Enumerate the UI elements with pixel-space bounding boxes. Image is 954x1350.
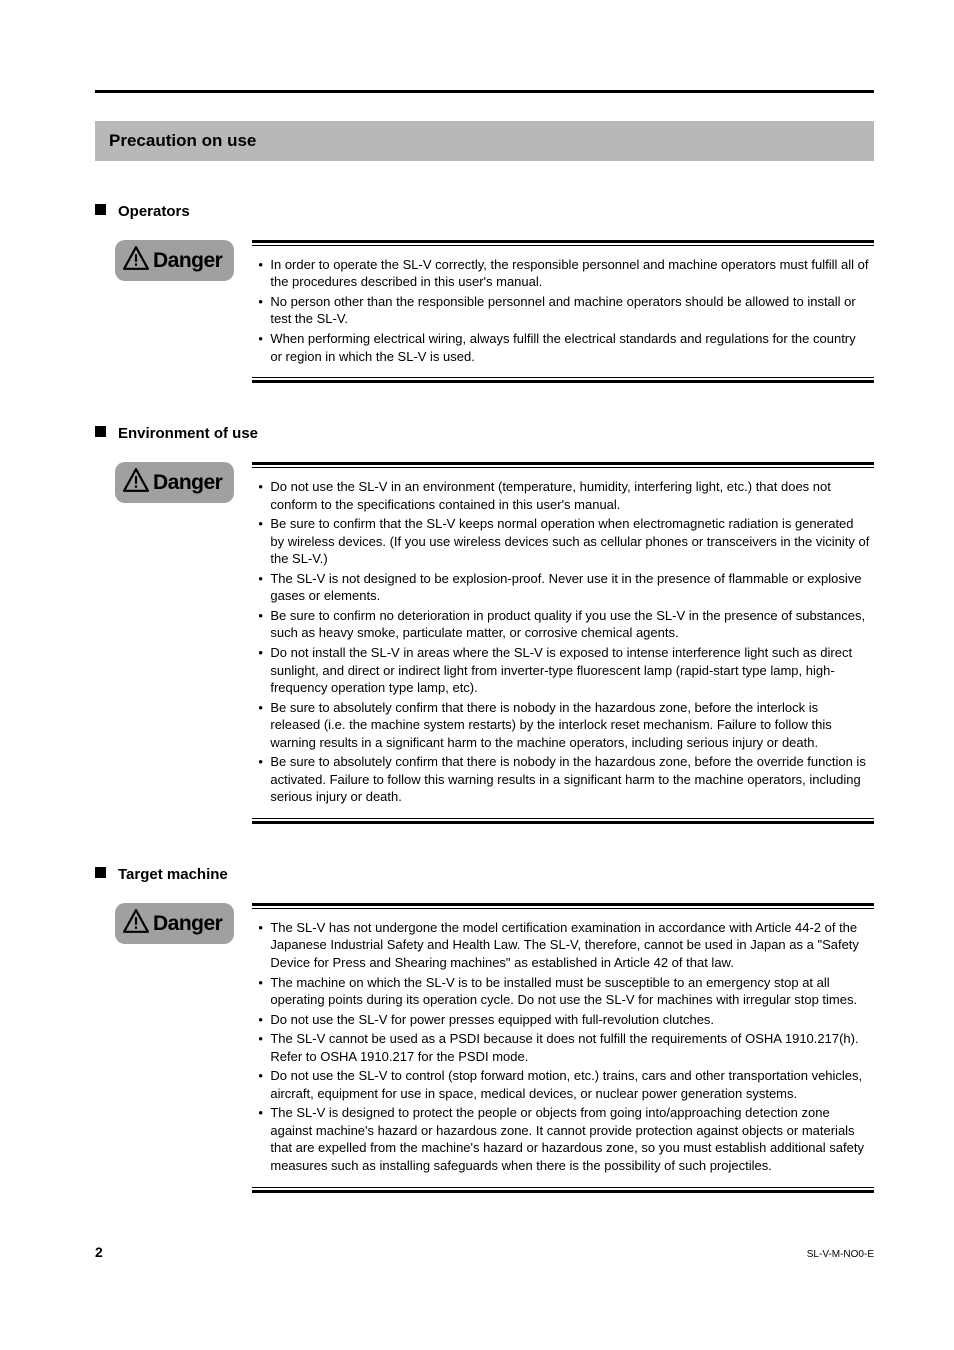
section-header: Precaution on use (95, 121, 874, 161)
danger-label: Danger (153, 246, 222, 275)
list-item: The SL-V has not undergone the model cer… (256, 919, 870, 972)
danger-content: In order to operate the SL-V correctly, … (252, 240, 874, 383)
list-item: Be sure to confirm no deterioration in p… (256, 607, 870, 642)
list-item: The SL-V cannot be used as a PSDI becaus… (256, 1030, 870, 1065)
danger-list: Do not use the SL-V in an environment (t… (252, 468, 874, 818)
danger-block: Danger Do not use the SL-V in an environm… (115, 462, 874, 824)
danger-label: Danger (153, 909, 222, 938)
subsection-heading: Operators (95, 201, 874, 222)
danger-label: Danger (153, 468, 222, 497)
list-item: Do not install the SL-V in areas where t… (256, 644, 870, 697)
danger-badge: Danger (115, 240, 234, 281)
danger-block: Danger The SL-V has not undergone the mod… (115, 903, 874, 1193)
danger-block: Danger In order to operate the SL-V corre… (115, 240, 874, 383)
subsection-title: Environment of use (118, 423, 258, 444)
warning-icon (123, 246, 149, 275)
warning-icon (123, 468, 149, 497)
square-bullet-icon (95, 867, 106, 878)
subsection-heading: Target machine (95, 864, 874, 885)
subsection-title: Target machine (118, 864, 228, 885)
danger-badge: Danger (115, 903, 234, 944)
subsection-title: Operators (118, 201, 190, 222)
list-item: Be sure to absolutely confirm that there… (256, 699, 870, 752)
danger-content: Do not use the SL-V in an environment (t… (252, 462, 874, 824)
list-item: Do not use the SL-V to control (stop for… (256, 1067, 870, 1102)
top-rule (95, 90, 874, 93)
danger-list: In order to operate the SL-V correctly, … (252, 246, 874, 377)
list-item: When performing electrical wiring, alway… (256, 330, 870, 365)
list-item: The SL-V is not designed to be explosion… (256, 570, 870, 605)
list-item: Do not use the SL-V for power presses eq… (256, 1011, 870, 1029)
square-bullet-icon (95, 204, 106, 215)
list-item: The SL-V is designed to protect the peop… (256, 1104, 870, 1174)
subsection-heading: Environment of use (95, 423, 874, 444)
list-item: Be sure to confirm that the SL-V keeps n… (256, 515, 870, 568)
danger-content: The SL-V has not undergone the model cer… (252, 903, 874, 1193)
list-item: In order to operate the SL-V correctly, … (256, 256, 870, 291)
list-item: No person other than the responsible per… (256, 293, 870, 328)
document-id: SL-V-M-NO0-E (807, 1248, 874, 1262)
list-item: Be sure to absolutely confirm that there… (256, 753, 870, 806)
list-item: Do not use the SL-V in an environment (t… (256, 478, 870, 513)
warning-icon (123, 909, 149, 938)
list-item: The machine on which the SL-V is to be i… (256, 974, 870, 1009)
page-number: 2 (95, 1243, 103, 1263)
page-footer: 2 SL-V-M-NO0-E (95, 1243, 874, 1263)
danger-badge: Danger (115, 462, 234, 503)
square-bullet-icon (95, 426, 106, 437)
danger-list: The SL-V has not undergone the model cer… (252, 909, 874, 1187)
